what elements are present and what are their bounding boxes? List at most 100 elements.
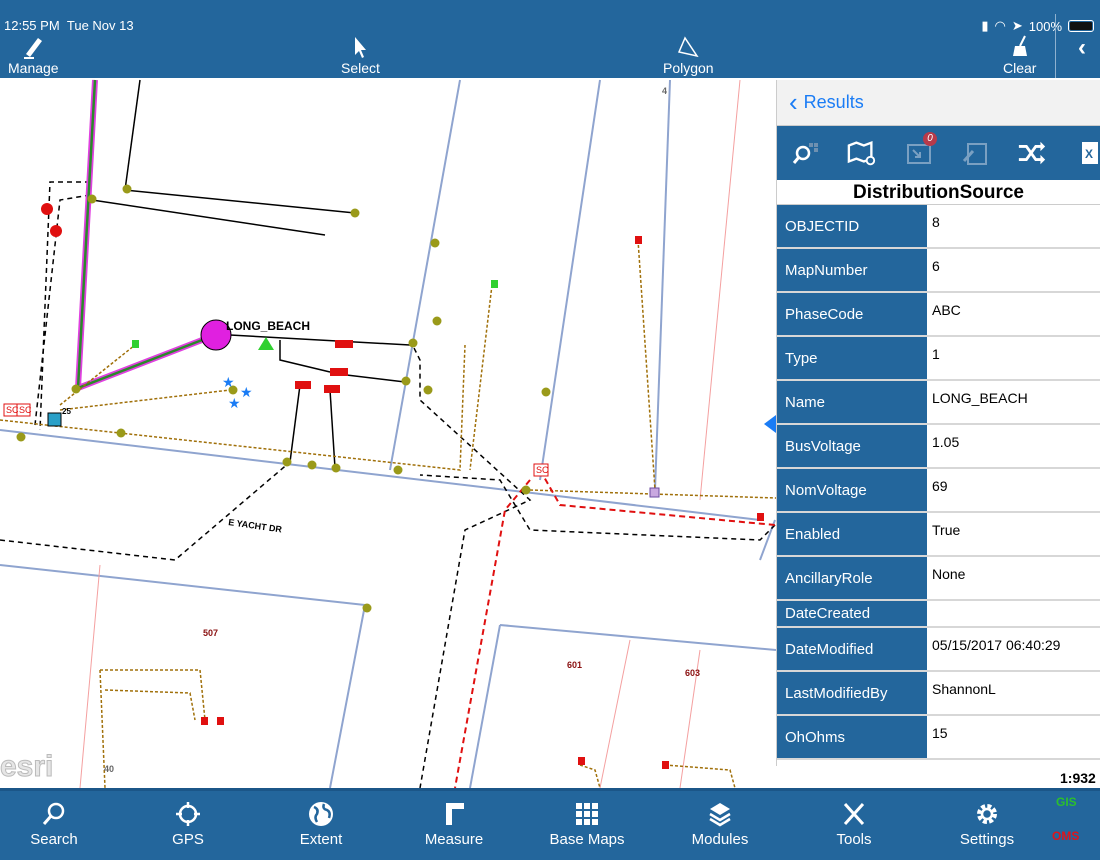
attribute-name: DateCreated	[777, 601, 927, 626]
polygon-button[interactable]: Polygon	[663, 34, 714, 76]
attribute-name: LastModifiedBy	[777, 672, 927, 714]
attribute-name: OBJECTID	[777, 205, 927, 247]
attribute-value: ShannonL	[932, 681, 996, 697]
attribute-row: Enabled True	[777, 513, 1100, 557]
attribute-row: OBJECTID 8	[777, 205, 1100, 249]
nav-modules[interactable]: Modules	[670, 801, 770, 848]
nav-gps[interactable]: GPS	[138, 801, 238, 848]
attribute-value: True	[932, 522, 961, 538]
esri-logo: esri	[0, 750, 54, 784]
export-icon[interactable]: 0	[905, 132, 937, 168]
attribute-value: 05/15/2017 06:40:29	[932, 637, 1061, 653]
attribute-name: PhaseCode	[777, 293, 927, 335]
bottom-nav: Search GPS Extent Measure Base Maps Modu…	[0, 788, 1100, 860]
new-edit-icon[interactable]	[961, 138, 989, 168]
svg-text:40: 40	[104, 764, 114, 774]
svg-text:SC: SC	[19, 405, 32, 415]
nav-tools[interactable]: Tools	[804, 801, 904, 848]
location-icon: ➤	[1011, 18, 1023, 33]
broom-icon	[1012, 35, 1027, 56]
nav-base-maps[interactable]: Base Maps	[537, 801, 637, 848]
distribution-source-symbol[interactable]	[200, 319, 232, 351]
map-icon[interactable]	[847, 138, 877, 168]
wifi-icon: ◠	[994, 18, 1006, 33]
svg-text:507: 507	[203, 628, 218, 638]
secondary-lines	[0, 239, 777, 788]
panel-toolbar: 0 X	[777, 126, 1100, 180]
attribute-name: NomVoltage	[777, 469, 927, 511]
signal-icon: ▮	[981, 18, 989, 33]
zoom-to-icon[interactable]	[791, 138, 819, 168]
attribute-row: DateCreated	[777, 601, 1100, 628]
tools-icon	[843, 802, 865, 826]
attribute-row: LastModifiedBy ShannonL	[777, 672, 1100, 716]
attribute-row: NomVoltage 69	[777, 469, 1100, 513]
attribute-name: DateModified	[777, 628, 927, 670]
top-toolbar: 12:55 PM Tue Nov 13 ▮ ◠ ➤ 100% Manage Se…	[0, 0, 1100, 78]
gis-indicator[interactable]: GIS	[1056, 795, 1077, 809]
attribute-value: 69	[932, 478, 948, 494]
search-icon	[42, 802, 65, 825]
attribute-name: MapNumber	[777, 249, 927, 291]
dashed-lines	[0, 181, 776, 788]
panel-handle[interactable]	[764, 415, 776, 433]
attribute-value: LONG_BEACH	[932, 390, 1028, 406]
notification-badge: 0	[923, 132, 937, 146]
attribute-value: None	[932, 566, 966, 582]
primary-lines	[91, 79, 411, 469]
red-dashed-line	[454, 479, 531, 788]
ruler-icon	[446, 803, 464, 825]
nav-extent[interactable]: Extent	[271, 801, 371, 848]
green-devices	[132, 280, 498, 350]
status-time: 12:55 PM Tue Nov 13	[4, 18, 134, 33]
attribute-value: 6	[932, 258, 940, 274]
stars: ★★★	[222, 374, 253, 411]
clear-button[interactable]: Clear	[1003, 34, 1036, 76]
nav-settings[interactable]: Settings	[937, 801, 1037, 848]
attribute-row: Type 1	[777, 337, 1100, 381]
svg-text:SC: SC	[6, 405, 19, 415]
grid-icon	[576, 803, 598, 825]
svg-text:★: ★	[222, 374, 235, 390]
panel-title: DistributionSource	[777, 180, 1100, 205]
attribute-name: OhOhms	[777, 716, 927, 758]
chevron-left-icon: ‹	[789, 87, 798, 117]
transformers	[201, 236, 764, 769]
divider	[1055, 14, 1056, 78]
red-device[interactable]	[50, 225, 62, 237]
shuffle-icon[interactable]	[1017, 138, 1047, 168]
crosshair-icon	[176, 802, 200, 826]
attribute-table: OBJECTID 8 MapNumber 6 PhaseCode ABC Type 1 Name…	[777, 205, 1100, 760]
svg-text:★: ★	[228, 395, 241, 411]
map-scale: 1:932	[1060, 770, 1096, 786]
excel-icon[interactable]: X	[1075, 138, 1100, 168]
svg-text:SC: SC	[536, 465, 549, 475]
manage-button[interactable]: Manage	[8, 34, 59, 76]
gear-icon	[977, 804, 997, 824]
device-symbol[interactable]	[649, 487, 660, 498]
device-label: 25	[62, 407, 71, 416]
attribute-value	[927, 601, 1100, 626]
attribute-row: OhOhms 15	[777, 716, 1100, 760]
polygon-icon	[678, 36, 699, 58]
attribute-row: DateModified 05/15/2017 06:40:29	[777, 628, 1100, 672]
device-symbol[interactable]	[47, 412, 62, 427]
attribute-name: BusVoltage	[777, 425, 927, 467]
attribute-row: MapNumber 6	[777, 249, 1100, 293]
nav-measure[interactable]: Measure	[404, 801, 504, 848]
feeder-line	[76, 79, 216, 390]
cursor-icon	[355, 37, 367, 58]
svg-text:4: 4	[662, 86, 667, 96]
select-button[interactable]: Select	[341, 34, 380, 76]
results-back-button[interactable]: ‹ Results	[777, 80, 1100, 126]
attribute-row: BusVoltage 1.05	[777, 425, 1100, 469]
nav-search[interactable]: Search	[4, 801, 104, 848]
svg-text:X: X	[1085, 147, 1093, 161]
red-device[interactable]	[41, 203, 53, 215]
collapse-chevron-icon[interactable]: ‹	[1078, 34, 1086, 61]
svg-text:601: 601	[567, 660, 582, 670]
oms-indicator[interactable]: OMS	[1052, 829, 1080, 843]
battery-icon	[1068, 20, 1094, 32]
